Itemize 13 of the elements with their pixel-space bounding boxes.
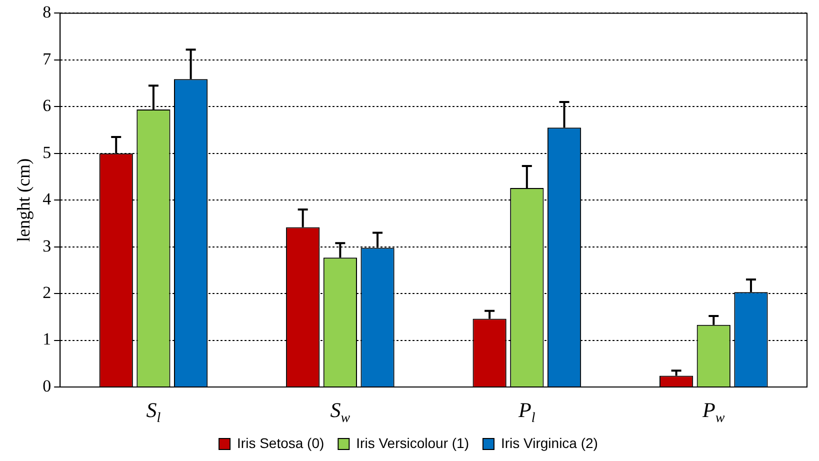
y-tick-label: 5 (42, 142, 52, 162)
y-tick-label: 2 (42, 283, 52, 302)
legend-label: Iris Setosa (0) (237, 434, 324, 451)
y-tick-label: 8 (42, 2, 52, 22)
y-tick-label: 7 (42, 49, 52, 68)
y-tick-label: 4 (42, 190, 52, 209)
legend-label: Iris Versicolour (1) (356, 434, 469, 451)
y-axis-title: lenght (cm) (14, 158, 34, 242)
y-tick-label: 1 (42, 330, 52, 349)
y-tick-label: 6 (42, 96, 52, 116)
legend-label: Iris Virginica (2) (500, 434, 598, 451)
y-tick-label: 0 (42, 376, 52, 396)
y-tick-label: 3 (42, 236, 52, 256)
